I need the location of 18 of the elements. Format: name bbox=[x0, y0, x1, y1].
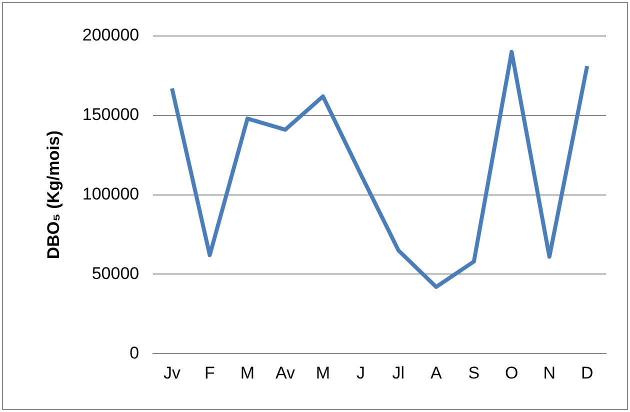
x-tick-label: M bbox=[240, 363, 255, 382]
y-tick-label: 0 bbox=[130, 343, 140, 362]
x-tick-label: O bbox=[505, 363, 518, 382]
x-tick-label: F bbox=[204, 363, 215, 382]
y-tick-label: 150000 bbox=[82, 105, 140, 124]
x-tick-label: D bbox=[580, 363, 594, 382]
x-tick-label: A bbox=[430, 363, 442, 382]
x-tick-label: M bbox=[316, 363, 330, 382]
x-tick-label: J bbox=[356, 363, 365, 382]
y-axis-title: DBO₅ (Kg/mois) bbox=[44, 130, 63, 260]
x-tick-label: S bbox=[468, 363, 480, 382]
x-tick-label: Jl bbox=[392, 363, 405, 382]
y-tick-label: 50000 bbox=[92, 264, 140, 283]
x-tick-label: Jv bbox=[163, 363, 181, 382]
x-tick-label: N bbox=[543, 363, 556, 382]
x-tick-label: Av bbox=[275, 363, 296, 382]
y-tick-label: 100000 bbox=[82, 184, 140, 204]
y-tick-label: 200000 bbox=[82, 26, 140, 45]
